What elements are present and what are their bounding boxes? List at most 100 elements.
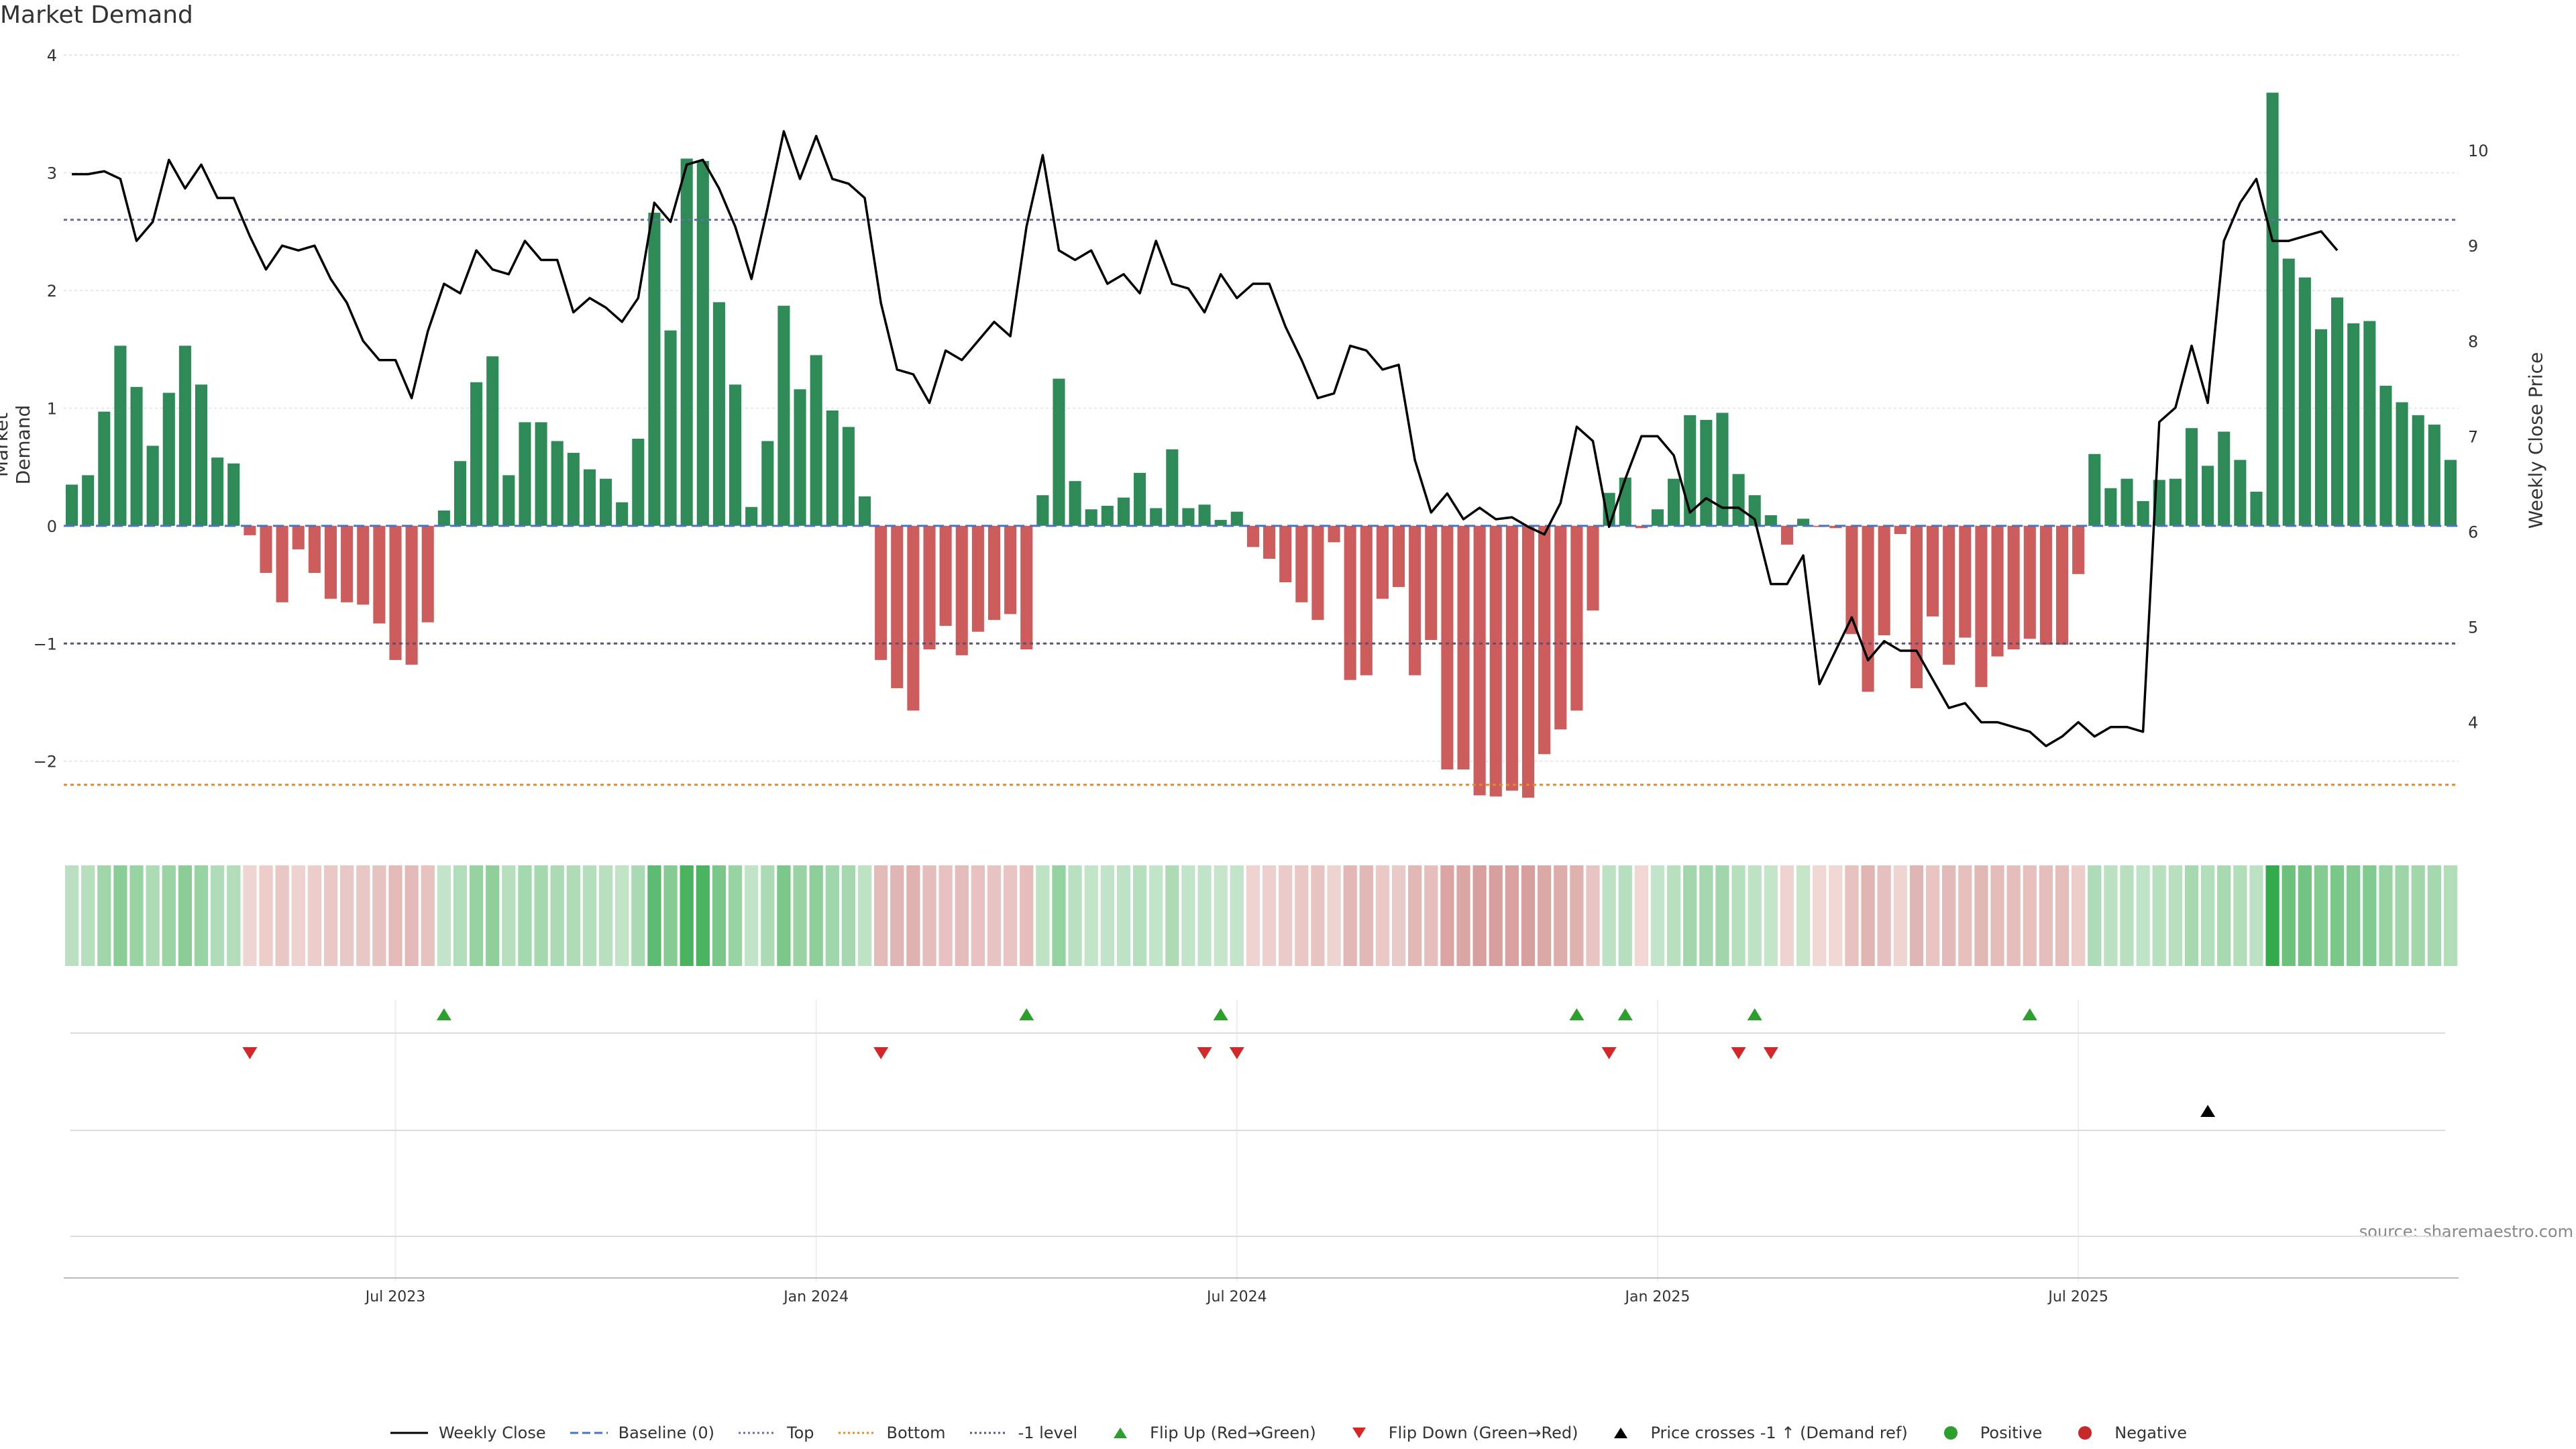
heat-cell (1505, 865, 1519, 966)
demand-bar (146, 445, 159, 526)
demand-bar (2007, 525, 2020, 650)
heat-cell (291, 865, 305, 966)
flip-up-marker (2022, 1008, 2037, 1020)
heat-cell (1472, 865, 1487, 966)
heat-cell (1958, 865, 1972, 966)
heat-cell (1020, 865, 1034, 966)
demand-bar (907, 525, 920, 711)
demand-bar (1943, 525, 1955, 665)
heat-cell (728, 865, 743, 966)
heat-cell (1780, 865, 1794, 966)
heat-cell (1845, 865, 1859, 966)
heat-cell (2006, 865, 2021, 966)
demand-bar (1635, 525, 1648, 529)
legend-item: Bottom (837, 1424, 946, 1442)
heat-cell (2200, 865, 2215, 966)
demand-bar (712, 302, 725, 526)
heat-cell (1295, 865, 1309, 966)
heat-cell (938, 865, 953, 966)
left-tick-label: −1 (34, 635, 57, 653)
demand-bar (1991, 525, 2004, 657)
demand-bar (2379, 386, 2392, 526)
heat-cell (275, 865, 289, 966)
demand-bar (923, 525, 936, 650)
demand-bar (745, 506, 758, 526)
legend-item: Flip Up (Red→Green) (1100, 1424, 1316, 1442)
heat-cell (1683, 865, 1697, 966)
demand-bar (2396, 402, 2408, 526)
legend-label: Flip Down (Green→Red) (1388, 1424, 1578, 1442)
demand-bar (1587, 525, 1599, 611)
flip-up-marker (1213, 1008, 1228, 1020)
demand-bar (292, 525, 305, 549)
heat-cell (2411, 865, 2425, 966)
heat-cell (906, 865, 920, 966)
heat-cell (259, 865, 273, 966)
heat-cell (2347, 865, 2361, 966)
heat-cell (2072, 865, 2086, 966)
demand-bar (357, 525, 370, 605)
heat-cell (2395, 865, 2409, 966)
demand-bar (2266, 93, 2279, 526)
heat-cell (1618, 865, 1632, 966)
demand-bar (696, 160, 709, 526)
heat-cell (1116, 865, 1131, 966)
heat-cell (1942, 865, 1956, 966)
heat-cell (2184, 865, 2199, 966)
demand-bar (1441, 525, 1454, 770)
demand-bar (1619, 477, 1631, 526)
flip-down-marker (1731, 1047, 1746, 1059)
heat-cell (631, 865, 645, 966)
demand-bar (66, 484, 78, 526)
demand-bar (1360, 525, 1373, 676)
demand-bar (600, 478, 612, 526)
heat-cell (453, 865, 468, 966)
heat-cell (890, 865, 904, 966)
legend: Weekly Close Baseline (0) Top Bottom -1 … (0, 1424, 2576, 1442)
heat-cell (1036, 865, 1050, 966)
heat-cell (81, 865, 95, 966)
legend-item: Baseline (0) (569, 1424, 714, 1442)
flip-down-marker (1763, 1047, 1778, 1059)
heat-cell (178, 865, 193, 966)
demand-bar (2185, 428, 2198, 526)
demand-bar (955, 525, 968, 655)
demand-bar (2218, 431, 2231, 526)
demand-bar (2137, 500, 2149, 526)
demand-bar (1295, 525, 1308, 602)
heat-cell (1554, 865, 1568, 966)
demand-bar (1910, 525, 1923, 688)
heat-cell (1909, 865, 1924, 966)
right-tick-label: 7 (2468, 427, 2478, 446)
demand-bar (729, 384, 742, 526)
demand-bar (987, 525, 1001, 621)
demand-bar (1554, 525, 1567, 730)
heat-cell (534, 865, 548, 966)
demand-bar (2104, 488, 2117, 526)
right-tick-label: 8 (2468, 332, 2478, 351)
heat-cell (323, 865, 338, 966)
demand-bar (2331, 297, 2344, 526)
heat-cell (64, 865, 79, 966)
left-tick-label: 3 (47, 164, 57, 182)
demand-bar (2169, 478, 2182, 526)
demand-bar (1797, 519, 1810, 526)
demand-bar (1668, 478, 1680, 526)
demand-bar (1878, 525, 1890, 635)
heat-cell (388, 865, 402, 966)
heat-cell (2282, 865, 2296, 966)
legend-label: Weekly Close (438, 1424, 546, 1442)
demand-bar (2088, 453, 2101, 526)
x-tick-label: Jan 2024 (782, 1289, 849, 1305)
heat-cell (615, 865, 629, 966)
heat-cell (2363, 865, 2377, 966)
demand-bar (1927, 525, 1939, 616)
demand-bar (2298, 277, 2311, 526)
demand-bar (2412, 415, 2424, 526)
demand-bar (98, 411, 111, 526)
heat-cell (922, 865, 936, 966)
demand-bar (324, 525, 337, 599)
demand-bar (1053, 378, 1065, 526)
legend-item: Flip Down (Green→Red) (1339, 1424, 1578, 1442)
demand-bar (244, 525, 256, 535)
